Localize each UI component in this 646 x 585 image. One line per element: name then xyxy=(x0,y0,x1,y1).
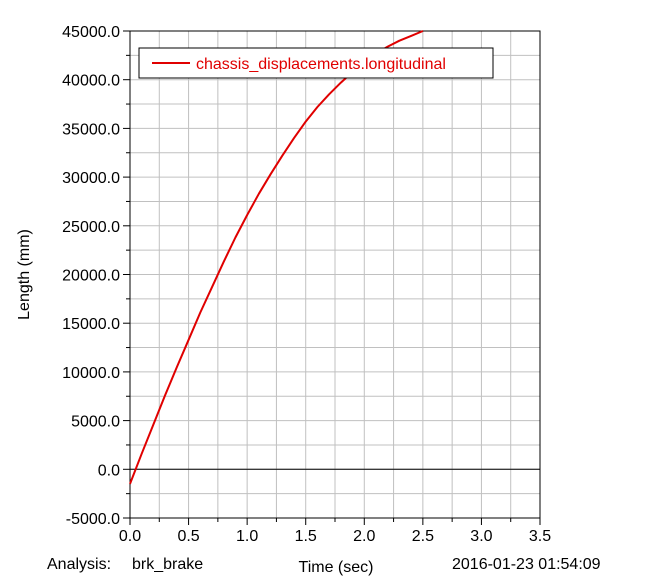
analysis-name: brk_brake xyxy=(132,556,204,573)
x-tick-label: 2.5 xyxy=(412,528,434,545)
plot-frame xyxy=(129,30,541,519)
y-tick-label: 40000.0 xyxy=(62,73,120,90)
x-tick-label: 2.0 xyxy=(353,528,375,545)
timestamp: 2016-01-23 01:54:09 xyxy=(452,556,601,573)
grid xyxy=(130,31,540,518)
y-tick-label: 0.0 xyxy=(98,462,120,479)
y-tick-label: 10000.0 xyxy=(62,365,120,382)
legend-label: chassis_displacements.longitudinal xyxy=(196,56,446,73)
x-tick-label: 3.5 xyxy=(529,528,551,545)
x-tick-label: 3.0 xyxy=(470,528,492,545)
legend: chassis_displacements.longitudinal xyxy=(138,47,494,79)
y-tick-label: 35000.0 xyxy=(62,121,120,138)
legend-box xyxy=(138,47,494,79)
y-axis-title: Length (mm) xyxy=(16,229,33,320)
x-tick-label: 0.0 xyxy=(119,528,141,545)
y-tick-label: 30000.0 xyxy=(62,170,120,187)
y-tick-label: 25000.0 xyxy=(62,219,120,236)
x-tick-label: 1.0 xyxy=(236,528,258,545)
x-tick-labels: 0.0 0.5 1.0 1.5 2.0 2.5 3.0 3.5 xyxy=(119,528,551,545)
y-tick-label: 15000.0 xyxy=(62,316,120,333)
y-tick-label: -5000.0 xyxy=(66,511,120,528)
y-tick-label: 45000.0 xyxy=(62,24,120,41)
analysis-label: Analysis: xyxy=(47,556,112,573)
x-tick-label: 1.5 xyxy=(295,528,317,545)
y-tick-labels: -5000.0 0.0 5000.0 10000.0 15000.0 20000.0 250… xyxy=(62,24,120,528)
y-tick-label: 20000.0 xyxy=(62,268,120,285)
x-axis-title: Time (sec) xyxy=(299,559,374,576)
minor-ticks xyxy=(123,30,541,525)
x-tick-label: 0.5 xyxy=(177,528,199,545)
y-tick-label: 5000.0 xyxy=(71,414,120,431)
